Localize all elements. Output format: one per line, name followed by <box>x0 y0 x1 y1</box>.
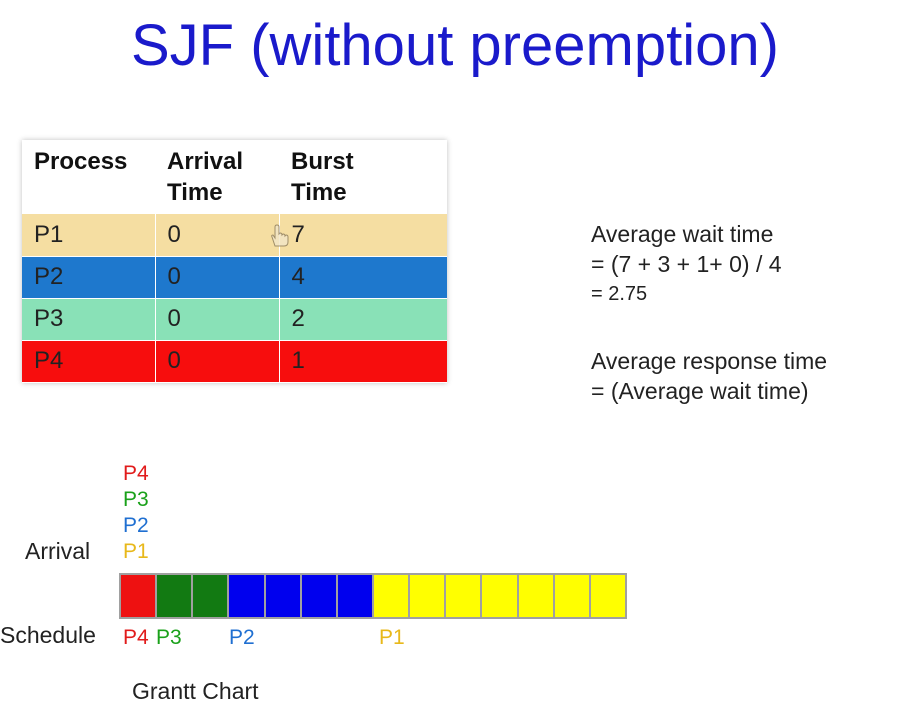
header-process: Process <box>22 140 155 214</box>
cell-process: P2 <box>22 256 156 299</box>
gantt-cell <box>193 575 230 617</box>
gantt-cell <box>482 575 519 617</box>
arrival-label: Arrival <box>25 538 91 564</box>
table-row-p2: P2 0 4 <box>22 256 447 299</box>
gantt-caption: Grantt Chart <box>132 678 259 704</box>
header-burst-line2: Time <box>291 179 347 206</box>
table-row-p3: P3 0 2 <box>22 298 447 341</box>
gantt-cell <box>554 575 591 617</box>
schedule-p3: P3 <box>156 626 182 649</box>
cell-burst: 4 <box>279 256 447 299</box>
schedule-p4: P4 <box>123 626 149 649</box>
gantt-cell <box>446 575 483 617</box>
process-table: Process Arrival Time Burst Time P1 0 7 P… <box>22 140 447 383</box>
header-burst-time: Burst Time <box>279 140 447 214</box>
arrival-p1: P1 <box>123 540 149 563</box>
gantt-cell <box>590 575 625 617</box>
cell-arrival: 0 <box>155 340 280 383</box>
process-table-container: Process Arrival Time Burst Time P1 0 7 P… <box>22 140 447 383</box>
gantt-cell <box>301 575 338 617</box>
gantt-cell <box>373 575 411 617</box>
wait-label: Average wait time <box>591 221 774 247</box>
schedule-p2: P2 <box>229 626 255 649</box>
table-row-p4: P4 0 1 <box>22 340 447 383</box>
cell-process: P3 <box>22 298 156 341</box>
gantt-cell <box>229 575 266 617</box>
header-burst-line1: Burst <box>291 148 354 175</box>
schedule-label: Schedule <box>0 622 96 648</box>
cell-arrival: 0 <box>155 214 280 257</box>
cell-arrival: 0 <box>155 298 280 341</box>
gantt-cell <box>410 575 447 617</box>
header-arrival-time: Arrival Time <box>155 140 279 214</box>
average-wait-note: Average wait time = (7 + 3 + 1+ 0) / 4 =… <box>591 219 782 309</box>
wait-formula: = (7 + 3 + 1+ 0) / 4 <box>591 251 782 277</box>
gantt-bar <box>119 573 627 619</box>
arrival-p3: P3 <box>123 488 149 511</box>
gantt-cell <box>157 575 194 617</box>
gantt-cell <box>518 575 555 617</box>
cell-burst: 2 <box>279 298 447 341</box>
average-response-note: Average response time = (Average wait ti… <box>591 346 827 406</box>
cell-arrival: 0 <box>155 256 280 299</box>
header-process-line1: Process <box>34 148 128 175</box>
cell-process: P4 <box>22 340 156 383</box>
slide-title: SJF (without preemption) <box>131 13 779 78</box>
cell-process: P1 <box>22 214 156 257</box>
hand-cursor-icon <box>268 224 290 254</box>
table-header-row: Process Arrival Time Burst Time <box>22 140 447 214</box>
response-label: Average response time <box>591 348 828 374</box>
arrival-p4: P4 <box>123 462 149 485</box>
gantt-cell <box>121 575 158 617</box>
header-arrival-line2: Time <box>167 179 223 206</box>
table-row-p1: P1 0 7 <box>22 214 447 257</box>
arrival-p2: P2 <box>123 514 149 537</box>
header-arrival-line1: Arrival <box>167 148 244 175</box>
cell-burst: 1 <box>279 340 447 383</box>
response-formula: = (Average wait time) <box>591 378 809 404</box>
gantt-cell <box>265 575 302 617</box>
cell-burst: 7 <box>279 214 447 257</box>
gantt-cell <box>337 575 374 617</box>
schedule-p1: P1 <box>379 626 405 649</box>
wait-result: = 2.75 <box>591 283 648 305</box>
